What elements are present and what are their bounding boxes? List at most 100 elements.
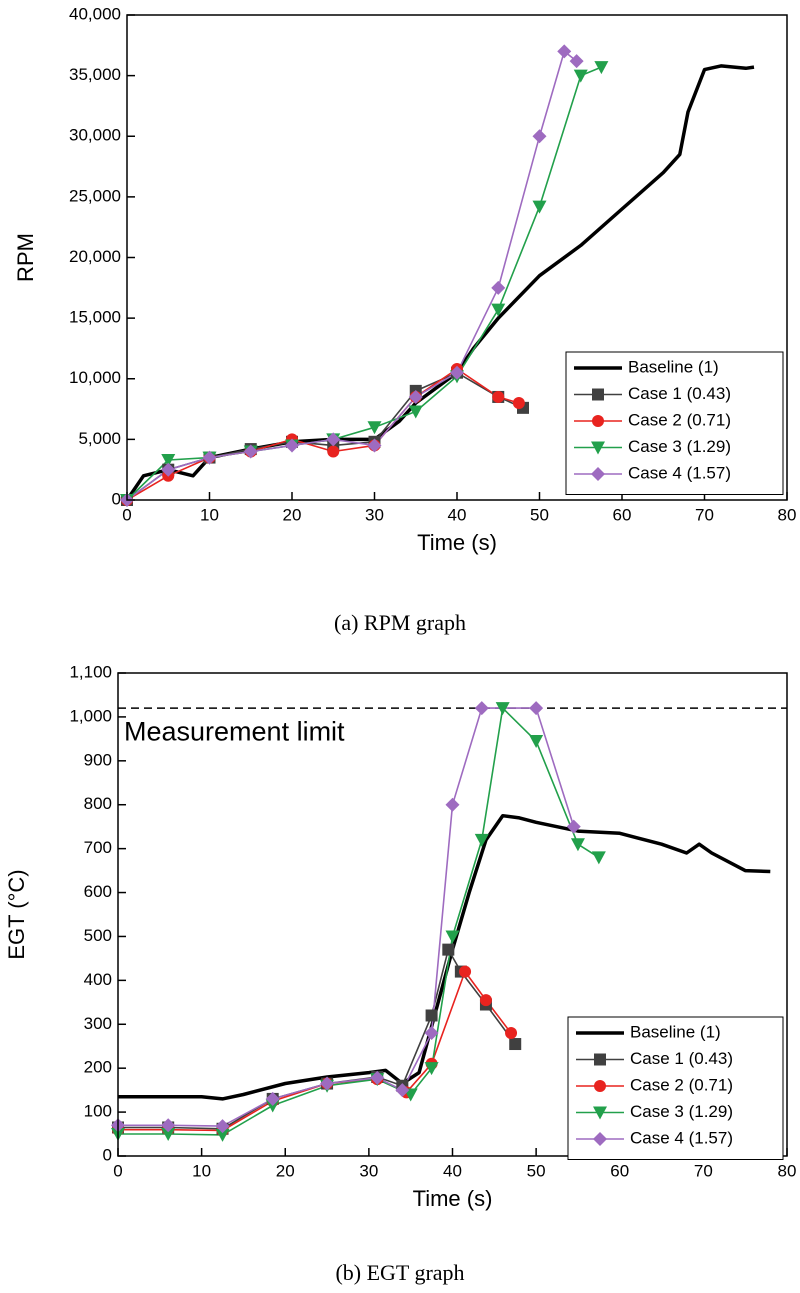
y-tick-label: 5,000 — [78, 429, 121, 448]
marker — [445, 797, 460, 812]
marker — [512, 397, 525, 409]
legend-label: Case 3 (1.29) — [628, 437, 731, 456]
y-tick-label: 300 — [84, 1014, 112, 1033]
caption: (a) RPM graph — [334, 610, 466, 635]
series-line — [126, 368, 520, 501]
x-tick-label: 30 — [365, 505, 384, 524]
legend-marker — [594, 1080, 606, 1092]
marker — [215, 1128, 230, 1142]
x-tick-label: 30 — [359, 1161, 378, 1180]
marker — [505, 1027, 518, 1040]
x-tick-label: 80 — [778, 1161, 797, 1180]
marker — [474, 833, 489, 847]
marker — [569, 54, 584, 69]
marker — [327, 445, 340, 458]
y-axis-label: EGT (°C) — [4, 869, 29, 959]
x-tick-label: 20 — [283, 505, 302, 524]
y-tick-label: 15,000 — [69, 308, 121, 327]
marker — [529, 735, 544, 749]
marker — [532, 200, 547, 214]
marker — [395, 1083, 410, 1098]
x-tick-label: 60 — [610, 1161, 629, 1180]
marker — [408, 405, 423, 419]
y-tick-label: 10,000 — [69, 368, 121, 387]
marker — [320, 1076, 335, 1091]
marker — [594, 61, 609, 75]
marker — [161, 462, 176, 477]
marker — [367, 438, 382, 453]
marker — [442, 943, 455, 956]
y-tick-label: 35,000 — [69, 65, 121, 84]
marker — [445, 930, 460, 944]
y-tick-label: 20,000 — [69, 247, 121, 266]
marker — [566, 819, 581, 834]
reference-label: Measurement limit — [124, 716, 345, 746]
y-tick-label: 100 — [84, 1102, 112, 1121]
series-line — [118, 707, 575, 1127]
y-tick-label: 400 — [84, 970, 112, 989]
x-tick-label: 70 — [694, 1161, 713, 1180]
x-tick-label: 0 — [122, 505, 131, 524]
x-axis-label: Time (s) — [413, 1186, 493, 1211]
marker — [265, 1091, 280, 1106]
x-tick-label: 40 — [443, 1161, 462, 1180]
x-tick-label: 20 — [276, 1161, 295, 1180]
x-tick-label: 10 — [200, 505, 219, 524]
marker — [573, 69, 588, 83]
marker — [243, 444, 258, 459]
legend-marker — [593, 1132, 607, 1146]
y-tick-label: 1,100 — [69, 662, 112, 681]
marker — [367, 421, 382, 435]
marker — [424, 1026, 439, 1041]
series-line — [118, 707, 600, 1136]
x-tick-label: 80 — [778, 505, 797, 524]
y-tick-label: 800 — [84, 794, 112, 813]
marker — [591, 851, 606, 865]
legend-marker — [592, 388, 604, 401]
legend-label: Case 4 (1.57) — [630, 1128, 733, 1147]
legend-label: Case 2 (0.71) — [630, 1075, 733, 1094]
marker — [495, 702, 510, 716]
marker — [161, 453, 176, 467]
x-tick-label: 50 — [530, 505, 549, 524]
series-line — [118, 970, 512, 1132]
marker — [408, 389, 423, 404]
marker — [265, 1099, 280, 1113]
x-tick-label: 50 — [527, 1161, 546, 1180]
y-tick-label: 600 — [84, 882, 112, 901]
marker — [215, 1119, 230, 1134]
x-tick-label: 70 — [695, 505, 714, 524]
marker — [459, 965, 472, 978]
y-axis-label: RPM — [13, 233, 38, 282]
legend-marker — [592, 415, 604, 427]
marker — [474, 701, 489, 716]
y-tick-label: 0 — [103, 1145, 112, 1164]
x-tick-label: 0 — [113, 1161, 122, 1180]
legend-label: Baseline (1) — [630, 1022, 721, 1041]
legend-box — [567, 1016, 784, 1160]
y-tick-label: 30,000 — [69, 126, 121, 145]
series-line — [126, 50, 578, 501]
marker — [509, 1038, 522, 1051]
y-tick-label: 700 — [84, 838, 112, 857]
marker — [570, 838, 585, 852]
caption: (b) EGT graph — [335, 1260, 464, 1285]
y-tick-label: 900 — [84, 750, 112, 769]
legend-marker — [591, 441, 605, 455]
y-tick-label: 0 — [112, 489, 121, 508]
marker — [479, 994, 492, 1007]
y-tick-label: 40,000 — [69, 4, 121, 23]
marker — [492, 390, 505, 403]
series-line — [118, 813, 771, 1101]
legend-marker — [593, 1106, 607, 1120]
y-tick-label: 200 — [84, 1058, 112, 1077]
x-tick-label: 10 — [192, 1161, 211, 1180]
legend-label: Baseline (1) — [628, 357, 719, 376]
plot-frame — [126, 14, 788, 501]
y-tick-label: 500 — [84, 926, 112, 945]
marker — [161, 1128, 176, 1142]
marker — [425, 1009, 438, 1022]
x-tick-label: 60 — [613, 505, 632, 524]
